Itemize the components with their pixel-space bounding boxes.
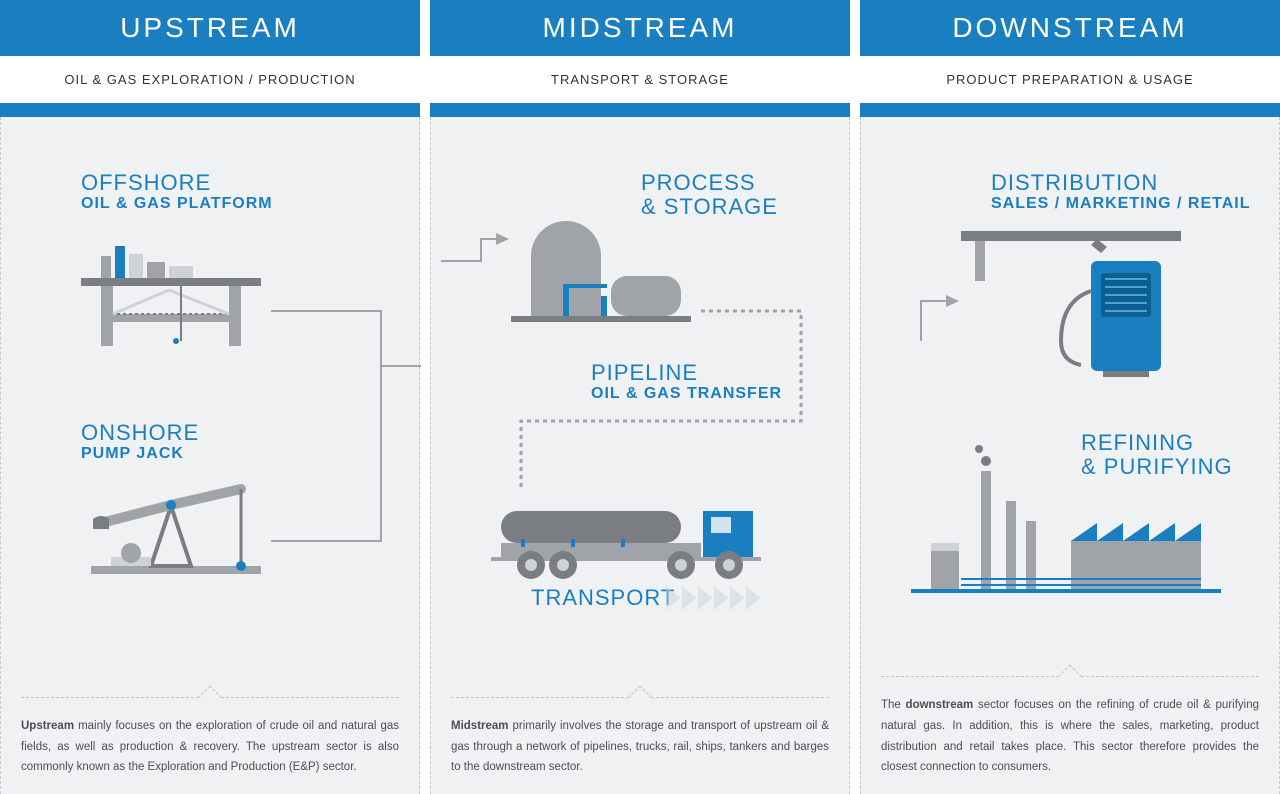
band-downstream	[860, 103, 1280, 117]
section-title-transport: TRANSPORT	[531, 586, 675, 610]
subheader-downstream: PRODUCT PREPARATION & USAGE	[860, 56, 1280, 103]
subheader-midstream: TRANSPORT & STORAGE	[430, 56, 850, 103]
subheader-upstream: OIL & GAS EXPLORATION / PRODUCTION	[0, 56, 420, 103]
flow-chevrons	[666, 586, 760, 610]
band-midstream	[430, 103, 850, 117]
gas-pump-icon	[941, 221, 1201, 401]
column-midstream: MIDSTREAM TRANSPORT & STORAGE PROCESS & …	[430, 0, 850, 794]
refinery-icon	[901, 431, 1231, 611]
arrow-distribution	[891, 291, 961, 351]
infographic-columns: UPSTREAM OIL & GAS EXPLORATION / PRODUCT…	[0, 0, 1280, 794]
column-upstream: UPSTREAM OIL & GAS EXPLORATION / PRODUCT…	[0, 0, 420, 794]
header-downstream: DOWNSTREAM	[860, 0, 1280, 56]
desc-upstream: Upstream mainly focuses on the explorati…	[21, 697, 399, 778]
column-downstream: DOWNSTREAM PRODUCT PREPARATION & USAGE D…	[860, 0, 1280, 794]
band-upstream	[0, 103, 420, 117]
section-title-distribution: DISTRIBUTION SALES / MARKETING / RETAIL	[991, 171, 1250, 213]
header-midstream: MIDSTREAM	[430, 0, 850, 56]
tanker-truck-icon	[481, 481, 781, 591]
arrow-in-midstream	[441, 231, 511, 291]
desc-downstream: The downstream sector focuses on the ref…	[881, 676, 1259, 778]
desc-midstream: Midstream primarily involves the storage…	[451, 697, 829, 778]
header-upstream: UPSTREAM	[0, 0, 420, 56]
connector-upstream	[21, 141, 441, 611]
